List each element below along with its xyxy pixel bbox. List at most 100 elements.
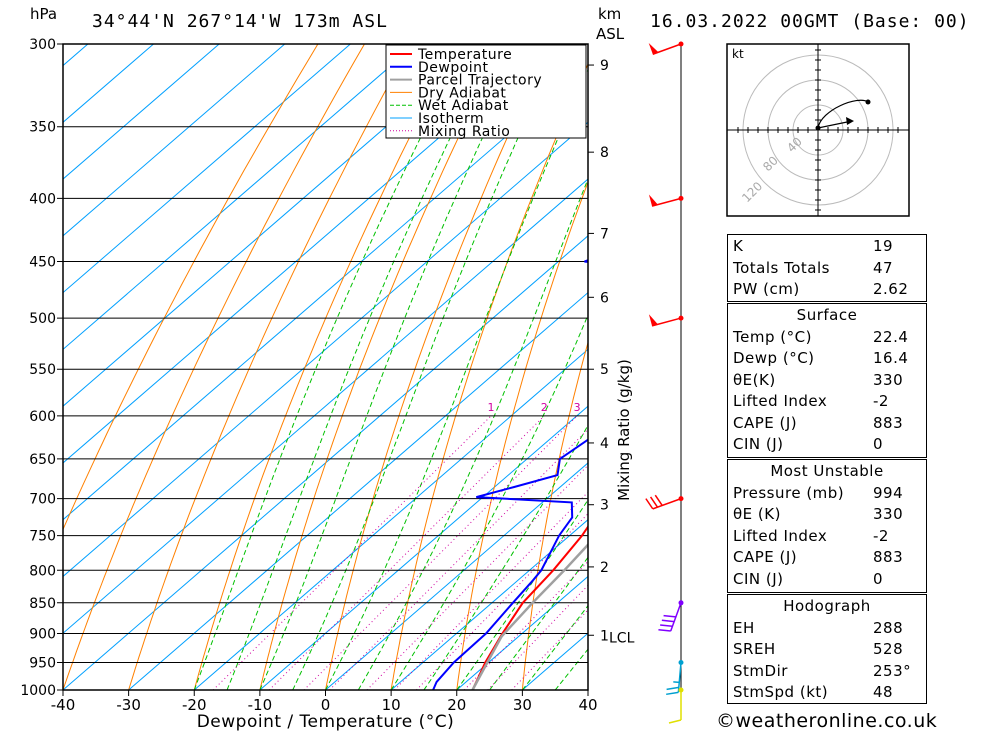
x-tick-label: 30	[513, 696, 532, 714]
plot-frame	[62, 43, 589, 691]
legend-entry: Temperature	[417, 47, 512, 63]
wet-adiabat-line	[325, 68, 588, 690]
wet-adiabat-line	[489, 556, 588, 690]
storm-motion-arrowhead	[846, 117, 854, 125]
parcel-trajectory-line	[471, 542, 588, 690]
dry-adiabat-line	[587, 681, 588, 690]
index-label: Lifted Index	[733, 392, 828, 410]
index-value: 19	[873, 237, 894, 255]
wind-barb-dot	[678, 496, 684, 502]
index-label: Temp (°C)	[733, 327, 812, 346]
footer-copyright[interactable]: ©weatheronline.co.uk	[716, 710, 938, 732]
index-value: 0	[873, 435, 884, 453]
wind-barb-flag	[648, 194, 658, 207]
isotherm-line	[259, 405, 588, 690]
storm-motion-arrow	[817, 120, 853, 129]
legend-entry: Dewpoint	[418, 60, 489, 76]
index-value: 2.62	[873, 280, 909, 298]
index-value: -2	[873, 392, 889, 410]
isotherm-line	[63, 44, 351, 294]
index-label: EH	[733, 618, 755, 637]
isotherm-line	[63, 178, 588, 634]
dry-adiabat-line	[63, 44, 366, 690]
index-label: θE(K)	[733, 370, 776, 389]
dry-adiabat-line	[456, 180, 588, 690]
wind-barb-dot	[678, 195, 684, 201]
mixing-ratio-line	[463, 560, 588, 690]
isotherm-line	[63, 235, 588, 690]
pressure-tick-label: 400	[29, 191, 56, 207]
pressure-tick-label: 1000	[20, 683, 56, 699]
dry-adiabat-line	[390, 62, 588, 690]
pressure-tick-label: 850	[29, 596, 56, 612]
index-label: PW (cm)	[733, 280, 800, 298]
km-label: km	[598, 5, 622, 23]
mixing-ratio-axis-label: Mixing Ratio (g/kg)	[615, 359, 633, 501]
temperature-line	[471, 524, 588, 690]
wind-barb-feather	[666, 686, 679, 691]
x-tick-label: 20	[447, 696, 466, 714]
legend-entry: Wet Adiabat	[418, 98, 509, 114]
wind-barb-half	[673, 681, 680, 684]
dry-adiabat-line	[63, 44, 319, 531]
wind-barb	[648, 314, 684, 327]
index-value: 253°	[873, 661, 912, 680]
legend-entry: Isotherm	[418, 111, 484, 127]
index-label: Lifted Index	[733, 526, 828, 545]
index-label: Totals Totals	[733, 258, 830, 277]
index-label: K	[733, 237, 744, 255]
wind-barb-dot	[678, 600, 684, 606]
isotherm-line	[63, 44, 286, 237]
index-label: Dewp (°C)	[733, 349, 815, 367]
wet-adiabat-line	[423, 424, 588, 690]
index-label: CIN (J)	[733, 435, 784, 453]
pressure-tick-label: 650	[29, 452, 56, 468]
wind-barb-dot	[678, 659, 684, 665]
hodograph-endpoint	[865, 99, 871, 105]
mixing-ratio-label: 6	[633, 401, 640, 414]
wind-barb	[658, 600, 684, 632]
mixing-ratio-label: 3	[574, 401, 581, 414]
isotherm-line	[63, 44, 220, 180]
pressure-tick-label: 350	[29, 120, 56, 136]
legend-entry: Parcel Trajectory	[418, 73, 542, 89]
index-label: CAPE (J)	[733, 413, 798, 432]
index-value: 48	[873, 683, 894, 701]
hodograph-unit: kt	[732, 47, 744, 61]
wind-barb-feather	[661, 619, 675, 623]
wet-adiabat-line	[357, 177, 588, 690]
pressure-tick-label: 550	[29, 362, 56, 378]
wet-adiabat-line	[456, 499, 588, 690]
asl-label: ASL	[596, 25, 625, 43]
hodograph-indices-box: Hodograph EH 288 SREH 528 StmDir 253° StmSpd (k…	[727, 594, 927, 704]
wind-barb-feather	[645, 498, 654, 510]
index-label: CAPE (J)	[733, 548, 798, 566]
height-tick-label: 1	[600, 628, 609, 644]
pressure-tick-label: 700	[29, 492, 56, 508]
wind-barb	[648, 41, 684, 55]
dry-adiabat-line	[325, 44, 552, 690]
height-tick-label: 4	[600, 436, 609, 452]
isotherm-line	[63, 44, 548, 464]
lcl-label: LCL	[609, 630, 635, 646]
dry-adiabat-line	[259, 44, 505, 690]
legend-entry: Dry Adiabat	[418, 85, 506, 101]
legend-entry: Mixing Ratio	[418, 124, 510, 140]
wind-barb	[645, 494, 684, 510]
wind-barb-flag	[648, 314, 658, 326]
dry-adiabat-line	[128, 44, 412, 690]
wind-barb-feather	[663, 614, 676, 618]
wind-barb-dot	[678, 315, 684, 321]
mixing-ratio-label: 10	[676, 401, 690, 414]
x-tick-label: 40	[578, 696, 597, 714]
index-value: 0	[873, 569, 884, 588]
isotherm-line	[63, 64, 588, 521]
isotherm-line	[63, 44, 417, 351]
wind-barb-feather	[658, 628, 671, 632]
pressure-tick-label: 500	[29, 311, 56, 327]
x-tick-label: 0	[321, 696, 331, 714]
index-value: 883	[873, 413, 904, 432]
